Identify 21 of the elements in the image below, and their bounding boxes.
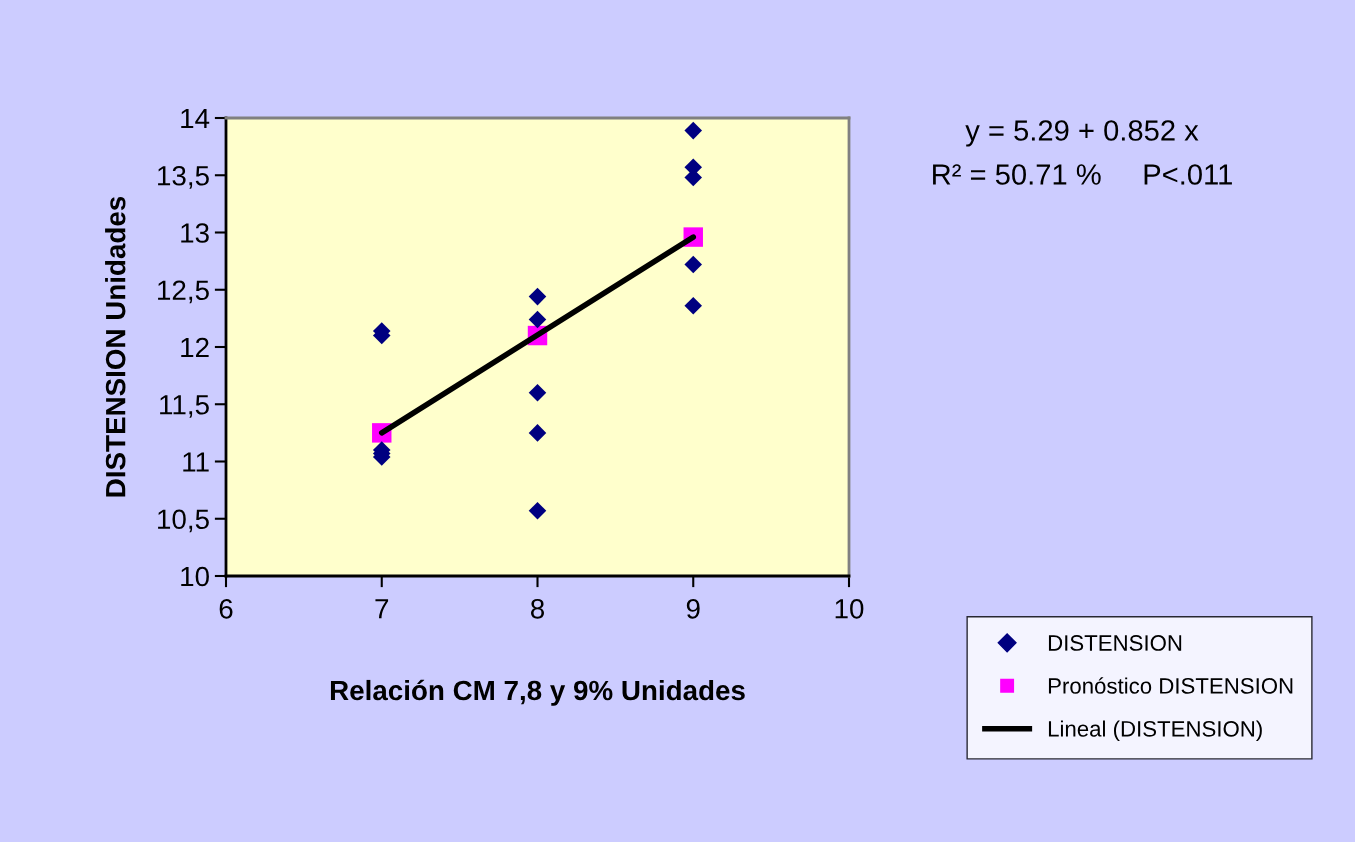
y-tick-label: 11 (183, 452, 209, 472)
x-tick-label: 6 (219, 598, 233, 619)
legend-label: DISTENSION (1048, 635, 1182, 651)
y-tick-label: 14 (181, 108, 210, 129)
y-tick-label: 10 (181, 566, 209, 587)
text: y = 5.29 + 0.852 x (965, 120, 1199, 147)
text: R² = 50.71 % P<.011 (933, 164, 1232, 185)
y-axis-title: DISTENSION Unidades (105, 196, 126, 497)
x-tick-label: 10 (835, 598, 864, 619)
legend-label: Pronóstico DISTENSION (1048, 677, 1293, 694)
y-tick-label: 13,5 (158, 165, 209, 189)
x-tick-label: 9 (686, 598, 700, 619)
legend-label: Lineal (DISTENSION) (1048, 720, 1262, 742)
x-tick-label: 8 (530, 598, 545, 619)
x-axis-title: Relación CM 7,8 y 9% Unidades (330, 679, 745, 706)
y-tick-label: 12,5 (158, 280, 209, 304)
x-tick-label: 7 (375, 599, 389, 619)
y-tick-label: 13 (181, 223, 209, 243)
y-tick-label: 11,5 (160, 395, 209, 418)
y-tick-label: 10,5 (158, 509, 209, 533)
y-tick-label: 12 (181, 337, 209, 358)
